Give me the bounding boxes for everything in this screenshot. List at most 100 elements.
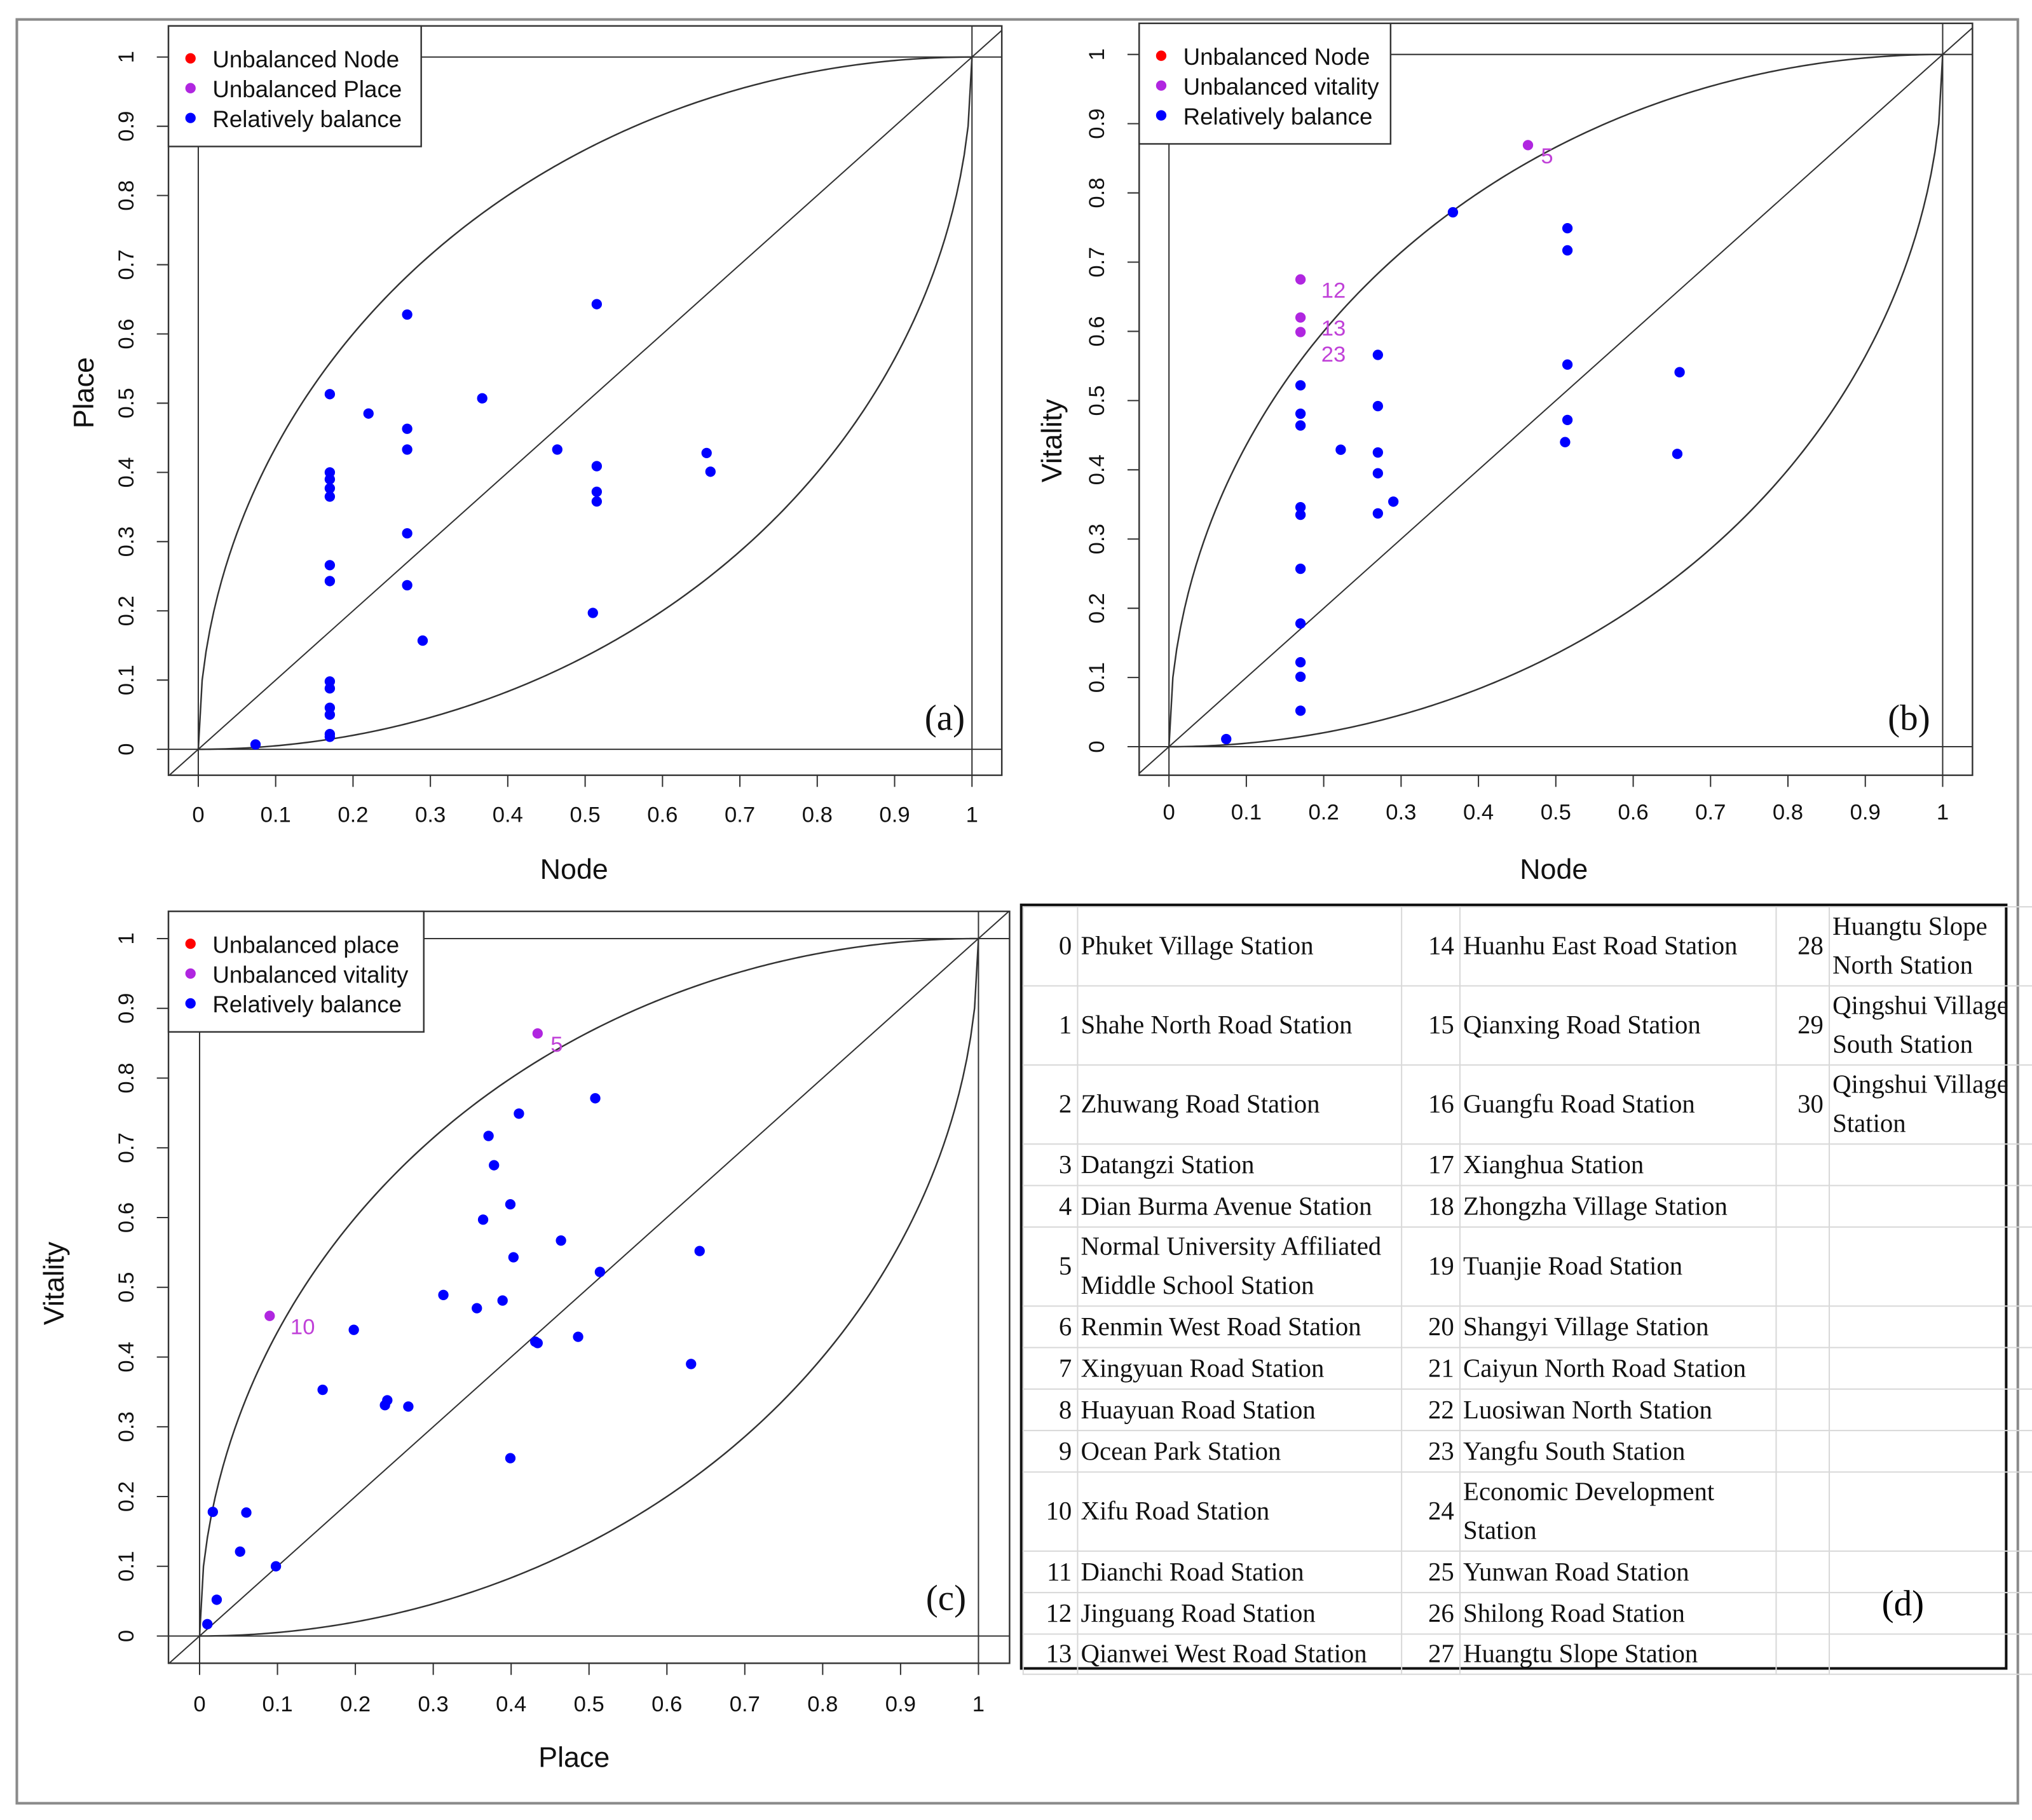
- station-name: Zhongzha Village Station: [1459, 1185, 1777, 1228]
- y-tick-label: 0.8: [114, 180, 139, 211]
- station-number: 16: [1401, 1064, 1461, 1145]
- legend-marker: [185, 968, 196, 979]
- lower-balance-curve: [200, 938, 979, 1637]
- point-label: 5: [1541, 144, 1553, 168]
- balanced-point: [250, 739, 261, 750]
- y-tick-label: 0.2: [1085, 593, 1109, 623]
- empty-cell: [1829, 1143, 2032, 1186]
- station-number: 14: [1401, 906, 1461, 987]
- station-name: Shilong Road Station: [1459, 1592, 1777, 1635]
- y-tick-label: 1: [114, 51, 139, 63]
- empty-cell: [1775, 1143, 1831, 1186]
- table-row: 11 Dianchi Road Station 25 Yunwan Road Stat…: [1022, 1550, 2032, 1594]
- station-name: Dianchi Road Station: [1077, 1550, 1403, 1594]
- station-number: 18: [1401, 1185, 1461, 1228]
- table-row: 12 Jinguang Road Station 26 Shilong Road St…: [1022, 1592, 2032, 1635]
- balanced-point: [573, 1331, 583, 1342]
- x-tick-label: 0.9: [1850, 800, 1881, 824]
- lower-balance-curve: [1169, 54, 1944, 748]
- balanced-point: [591, 299, 603, 309]
- balanced-point: [324, 483, 336, 494]
- upper-balance-curve: [1168, 53, 1943, 747]
- station-number: 17: [1401, 1143, 1461, 1186]
- balanced-point: [1295, 408, 1306, 419]
- balanced-point: [324, 576, 336, 587]
- y-tick-label: 0.7: [114, 249, 139, 280]
- balanced-point: [1562, 222, 1573, 234]
- empty-cell: [1829, 1592, 2032, 1635]
- empty-cell: [1829, 1550, 2032, 1594]
- balanced-point: [1372, 350, 1384, 360]
- x-tick-label: 0.1: [262, 1692, 292, 1716]
- empty-cell: [1775, 1388, 1831, 1432]
- station-number: 20: [1401, 1305, 1461, 1348]
- y-tick-label: 0.5: [114, 388, 139, 418]
- station-number: 13: [1022, 1633, 1079, 1675]
- balanced-point: [514, 1108, 524, 1119]
- empty-cell: [1829, 1347, 2032, 1390]
- station-name: Yunwan Road Station: [1459, 1550, 1777, 1594]
- y-tick-label: 0.8: [114, 1063, 139, 1093]
- point-label: 23: [1321, 343, 1346, 367]
- balanced-point: [417, 635, 428, 646]
- balanced-point: [324, 731, 336, 742]
- balanced-point: [505, 1453, 516, 1463]
- upper-balance-curve: [198, 937, 979, 1636]
- y-tick-label: 0.6: [1085, 316, 1109, 346]
- empty-cell: [1775, 1226, 1831, 1307]
- balanced-point: [324, 474, 336, 485]
- x-tick-label: 0: [192, 803, 204, 827]
- empty-cell: [1829, 1633, 2032, 1675]
- legend-box: [1138, 22, 1392, 145]
- station-name: Qianwei West Road Station: [1077, 1633, 1403, 1675]
- x-tick-label: 0.4: [496, 1692, 526, 1716]
- balanced-point: [701, 447, 712, 459]
- balanced-point: [1372, 468, 1384, 479]
- balanced-point: [324, 709, 336, 720]
- x-tick-label: 0.5: [570, 803, 601, 827]
- station-number: 11: [1022, 1550, 1079, 1594]
- x-tick-label: 0.6: [651, 1692, 682, 1716]
- balanced-point: [1372, 447, 1384, 458]
- balanced-point: [483, 1131, 494, 1141]
- legend-label: Unbalanced vitality: [1183, 74, 1380, 100]
- table-row: 8 Huayuan Road Station 22 Luosiwan North St…: [1022, 1388, 2032, 1432]
- x-tick-label: 0.4: [493, 803, 523, 827]
- balanced-point: [694, 1246, 705, 1256]
- legend-label: Unbalanced Node: [1183, 44, 1370, 70]
- station-number: 3: [1022, 1143, 1079, 1186]
- station-name: Xianghua Station: [1459, 1143, 1777, 1186]
- station-name: Huangtu Slope North Station: [1829, 906, 2032, 987]
- balanced-point: [1295, 656, 1306, 668]
- table-row: 0 Phuket Village Station 14 Huanhu East Roa…: [1022, 906, 2032, 987]
- balanced-point: [324, 560, 336, 571]
- station-legend-table: 0 Phuket Village Station 14 Huanhu East Roa…: [1019, 903, 2032, 1675]
- balanced-point: [403, 1401, 414, 1412]
- legend: Unbalanced place Unbalanced vitality Relat…: [167, 910, 425, 1033]
- empty-cell: [1775, 1347, 1831, 1390]
- x-axis-title: Place: [538, 1741, 610, 1774]
- station-name: Tuanjie Road Station: [1459, 1226, 1777, 1307]
- balanced-point: [477, 1214, 489, 1225]
- legend-label: Relatively balance: [212, 991, 402, 1017]
- y-tick-label: 0.3: [114, 526, 139, 557]
- balanced-point: [591, 486, 603, 498]
- balanced-point: [1295, 420, 1306, 431]
- unbalanced-point: [532, 1028, 543, 1039]
- plot-box: [167, 25, 1003, 777]
- y-tick-label: 0: [1085, 740, 1109, 752]
- balanced-point: [402, 528, 413, 539]
- legend-marker: [185, 83, 196, 93]
- x-tick-label: 0.5: [1541, 800, 1571, 824]
- balanced-point: [532, 1338, 543, 1348]
- unbalanced-point: [1295, 312, 1306, 323]
- station-number: 10: [1022, 1471, 1079, 1552]
- balanced-point: [556, 1235, 566, 1246]
- x-tick-label: 0.4: [1463, 800, 1494, 824]
- x-tick-label: 1: [1937, 800, 1949, 824]
- x-tick-label: 0.6: [647, 803, 678, 827]
- balanced-point: [402, 309, 413, 320]
- station-number: 5: [1022, 1226, 1079, 1307]
- balanced-point: [317, 1384, 328, 1396]
- legend: Unbalanced Node Unbalanced vitality Relati…: [1138, 22, 1392, 145]
